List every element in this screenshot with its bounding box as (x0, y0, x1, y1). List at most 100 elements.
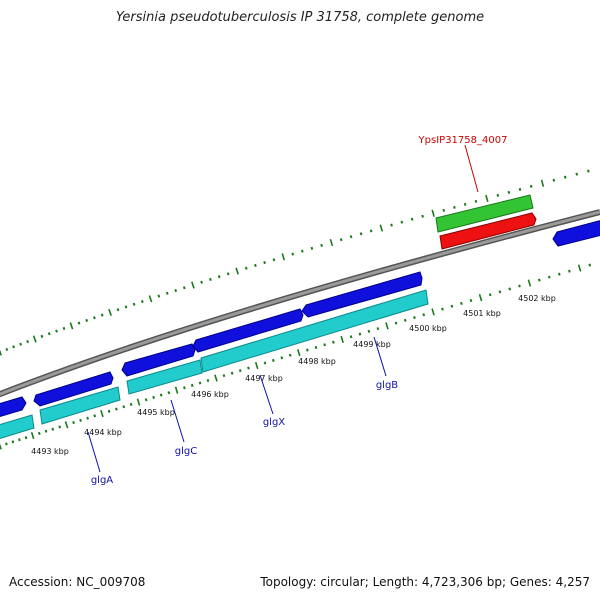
minor-tick (116, 308, 120, 312)
major-tick (329, 238, 334, 247)
minor-tick (217, 275, 221, 279)
minor-tick (79, 418, 82, 422)
major-tick (100, 410, 104, 418)
minor-tick (122, 405, 126, 409)
minor-tick (47, 332, 51, 336)
minor-tick (174, 288, 178, 293)
gene-label-glgA: glgA (91, 475, 113, 486)
minor-tick (140, 299, 144, 304)
minor-tick (51, 427, 55, 431)
rev-gene-4 (200, 289, 429, 373)
major-tick (431, 209, 435, 217)
minor-tick (349, 235, 353, 239)
minor-tick (40, 334, 44, 338)
minor-tick (19, 342, 23, 346)
minor-tick (394, 321, 398, 325)
minor-tick (518, 284, 521, 288)
minor-tick (190, 383, 194, 388)
minor-tick (124, 305, 128, 309)
minor-tick (575, 172, 579, 176)
gene-arrow-glgA (33, 371, 114, 407)
minor-tick (323, 343, 326, 347)
forward-genes (0, 220, 600, 418)
minor-tick (442, 208, 446, 212)
minor-tick (165, 291, 169, 295)
reverse-genes (0, 289, 429, 439)
minor-tick (314, 345, 318, 350)
major-tick (30, 431, 35, 440)
minor-tick (206, 378, 210, 383)
minor-tick (100, 313, 104, 317)
major-tick (254, 361, 259, 370)
minor-tick (280, 356, 284, 360)
gene-label-glgX: glgX (263, 417, 285, 428)
minor-tick (349, 335, 353, 339)
length-text: Length: 4,723,306 bp; (372, 575, 507, 589)
minor-tick (93, 316, 96, 320)
minor-tick (460, 301, 463, 306)
major-tick (577, 264, 582, 272)
minor-tick (300, 249, 304, 253)
minor-tick (358, 332, 362, 336)
gene-leader-glgB (373, 336, 387, 377)
minor-tick (507, 190, 511, 194)
minor-tick (529, 184, 533, 188)
minor-tick (230, 371, 234, 375)
minor-tick (247, 366, 250, 370)
minor-tick (557, 272, 561, 276)
minor-tick (291, 252, 295, 256)
genome-backbone-highlight (0, 210, 600, 396)
minor-tick (254, 263, 257, 268)
map-title: Yersinia pseudotuberculosis IP 31758, co… (115, 10, 485, 25)
rev-gene-3 (126, 359, 203, 395)
major-tick (235, 267, 239, 275)
minor-tick (422, 313, 426, 317)
minor-tick (320, 243, 323, 248)
minor-tick (62, 326, 66, 331)
minor-tick (200, 280, 203, 284)
outer-tick-track (0, 169, 590, 356)
gene-label-glgB: glgB (376, 380, 398, 391)
minor-tick (413, 316, 416, 320)
minor-tick (390, 223, 393, 227)
major-tick (0, 349, 2, 356)
minor-tick (244, 266, 248, 270)
minor-tick (159, 393, 163, 397)
minor-tick (288, 353, 292, 357)
minor-tick (552, 178, 556, 182)
minor-tick (332, 340, 335, 344)
scale-label: 4494 kbp (84, 428, 122, 437)
minor-tick (496, 193, 500, 197)
minor-tick (44, 429, 48, 433)
minor-tick (508, 287, 512, 291)
scale-label: 4499 kbp (353, 340, 391, 349)
minor-tick (93, 414, 97, 418)
highlight-gene: YpsIP31758_4007 (418, 135, 537, 250)
major-tick (148, 295, 153, 303)
minor-tick (12, 345, 16, 349)
minor-tick (55, 329, 58, 333)
minor-tick (85, 318, 89, 323)
minor-tick (198, 381, 202, 385)
major-tick (69, 322, 74, 330)
major-tick (191, 281, 195, 289)
minor-tick (421, 214, 424, 218)
major-tick (0, 443, 2, 450)
minor-tick (469, 299, 473, 303)
major-tick (108, 308, 112, 316)
minor-tick (26, 340, 30, 344)
scale-labels: 4493 kbp 4494 kbp 4495 kbp 4496 kbp 4497… (31, 294, 556, 456)
major-tick (32, 335, 37, 343)
minor-tick (450, 304, 454, 308)
scale-label: 4493 kbp (31, 447, 69, 456)
major-tick (136, 398, 141, 406)
genome-summary: Topology: circular; Length: 4,723,306 bp… (260, 575, 590, 589)
scale-label: 4502 kbp (518, 294, 556, 303)
minor-tick (107, 409, 111, 413)
minor-tick (376, 327, 380, 331)
minor-tick (587, 169, 590, 173)
major-tick (478, 294, 483, 302)
minor-tick (226, 272, 230, 276)
minor-tick (263, 361, 267, 365)
minor-tick (209, 277, 212, 282)
